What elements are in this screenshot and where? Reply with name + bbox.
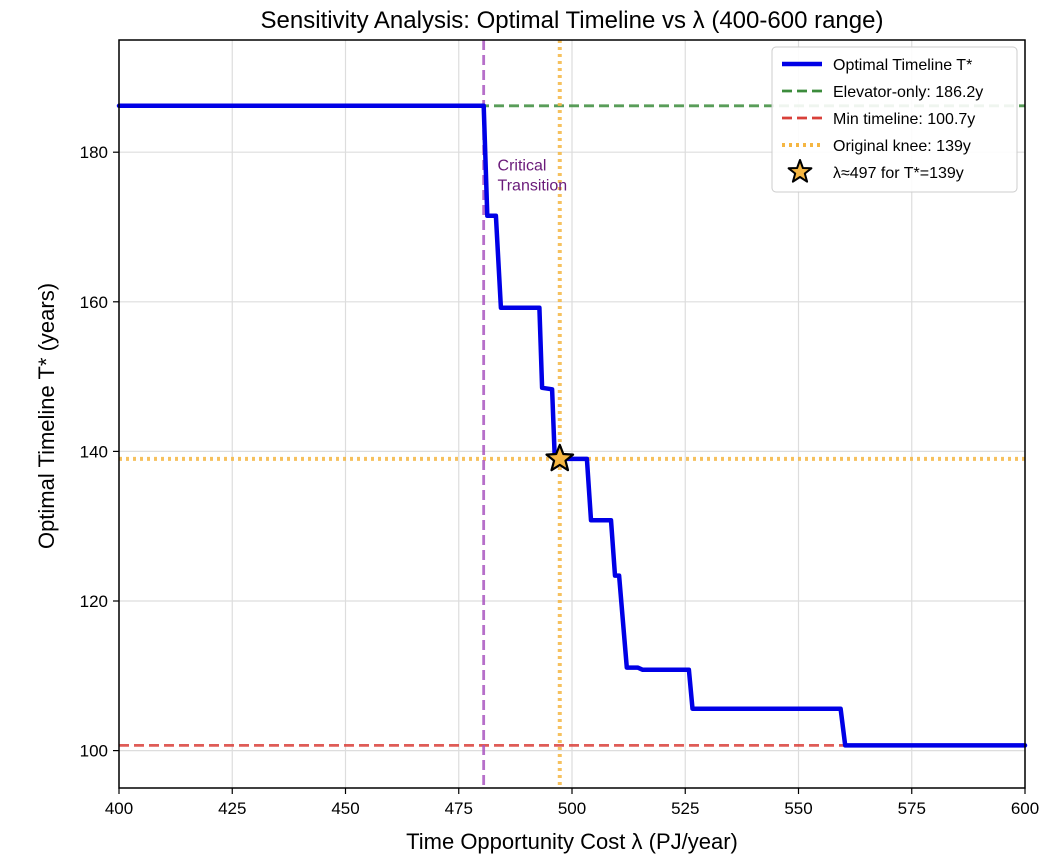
series-layer [116,103,1028,748]
x-tick-label: 575 [898,799,926,818]
legend-label: λ≈497 for T*=139y [833,165,964,182]
x-tick-label: 550 [784,799,812,818]
x-tick-label: 475 [445,799,473,818]
legend: Optimal Timeline T* Elevator-only: 186.2y… [771,46,1018,193]
x-tick-label: 600 [1011,799,1039,818]
y-tick-label: 100 [80,742,108,761]
annotation-text: Critical [498,157,547,174]
legend-label: Elevator-only: 186.2y [833,84,983,101]
x-tick-label: 525 [671,799,699,818]
marker-layer [545,443,575,472]
annotations: Critical Transition [498,157,568,194]
y-tick-label: 180 [80,143,108,162]
y-tick-label: 120 [80,592,108,611]
y-tick-label: 140 [80,442,108,461]
x-tick-label: 500 [558,799,586,818]
annotation-text: Transition [498,177,568,194]
legend-box [771,46,1018,193]
x-tick-label: 400 [105,799,133,818]
axis-ticks: 400 425 450 475 500 525 550 575 600 100 120 140 160 1… [80,143,1040,818]
marker-star-icon [545,443,575,472]
legend-star-icon [787,159,813,183]
series-line-optimal-timeline [116,103,1028,748]
y-axis-label: Optimal Timeline T* (years) [34,283,59,549]
x-axis-label: Time Opportunity Cost λ (PJ/year) [406,829,738,854]
x-tick-label: 425 [218,799,246,818]
legend-label: Original knee: 139y [833,138,971,155]
legend-label: Optimal Timeline T* [833,57,972,74]
y-tick-label: 160 [80,293,108,312]
legend-label: Min timeline: 100.7y [833,111,975,128]
chart-title: Sensitivity Analysis: Optimal Timeline v… [261,7,884,34]
x-tick-label: 450 [331,799,359,818]
